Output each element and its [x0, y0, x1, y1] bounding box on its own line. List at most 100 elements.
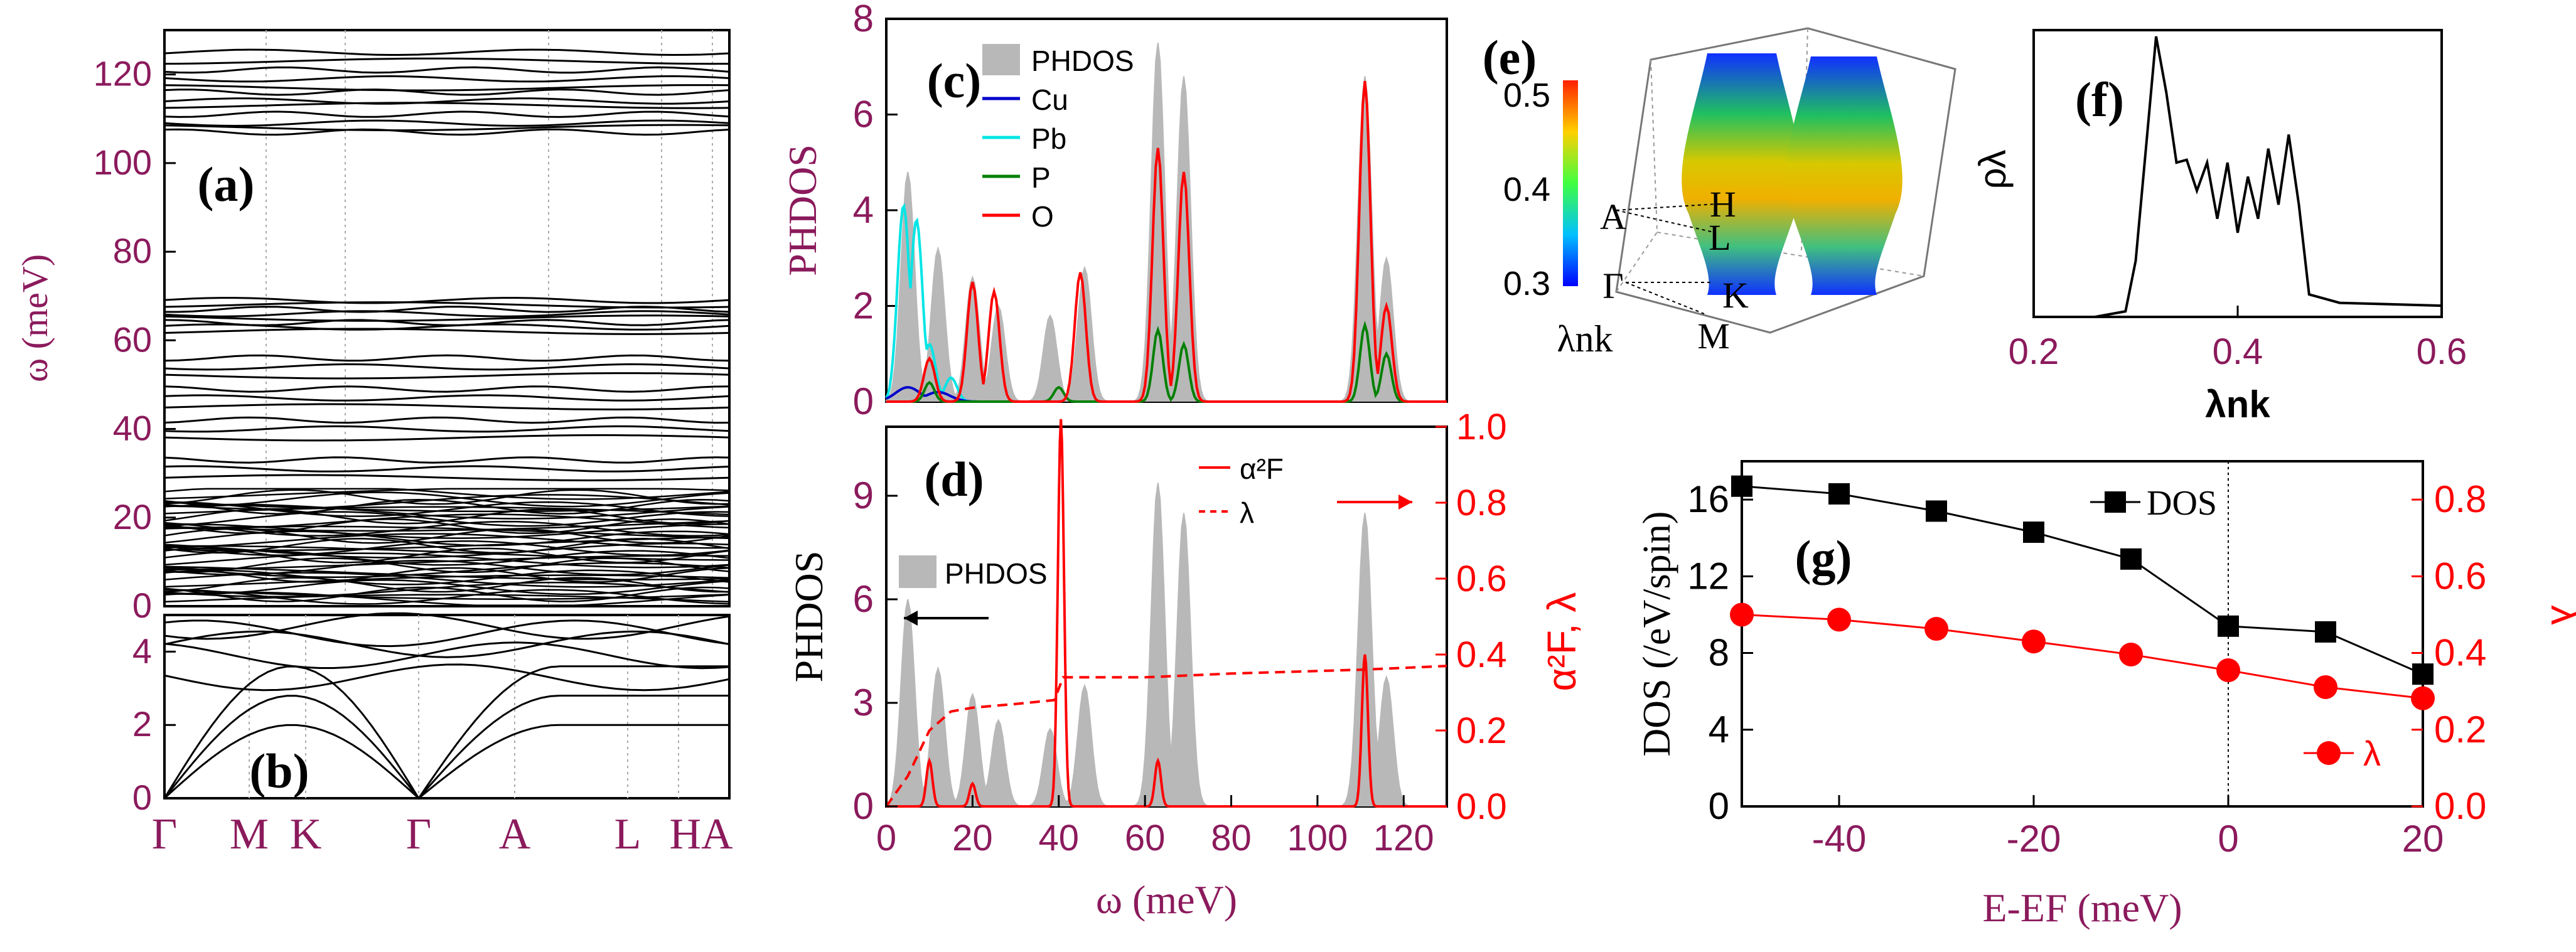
y2tick-label: 0.0 — [1456, 786, 1507, 827]
legend-lambda-label: λ — [1240, 496, 1254, 529]
y2tick-label: 0.8 — [2434, 478, 2486, 520]
band-line — [164, 128, 730, 136]
ytick-label: 40 — [113, 409, 152, 448]
ytick-label: 20 — [113, 497, 152, 537]
kpath-label: A — [499, 810, 531, 858]
band-line — [164, 314, 730, 322]
band-line-dense — [164, 513, 730, 530]
band-line — [164, 102, 730, 109]
panel-f-label: (f) — [2075, 72, 2124, 127]
ytick-label: 8 — [853, 0, 874, 40]
dos-marker — [1731, 475, 1752, 497]
panel-d-label: (d) — [924, 452, 984, 506]
arrow-right-head — [1398, 495, 1412, 510]
lambda-marker — [2314, 675, 2337, 699]
y2tick-label: 0.2 — [1456, 710, 1507, 751]
band-line — [164, 310, 730, 318]
lambda-marker — [1827, 607, 1851, 632]
panel-c-ylabel: PHDOS — [780, 144, 825, 276]
xtick-label: 80 — [1211, 818, 1252, 858]
band-line — [164, 124, 730, 132]
kpath-label: Γ — [152, 810, 177, 858]
lambda-line — [1741, 613, 2423, 700]
dos-line — [1741, 485, 2423, 675]
legend-lambda-label: λ — [2363, 734, 2381, 773]
xtick-label: 0 — [876, 818, 896, 858]
ytick-label: 16 — [1687, 478, 1729, 520]
lambda-line — [885, 665, 1447, 808]
band-line-dense — [164, 536, 730, 552]
ytick-label: 0 — [132, 586, 152, 625]
kpath-label: Γ — [406, 810, 431, 858]
band-line — [164, 372, 730, 380]
colorbar-tick-label: 0.5 — [1503, 77, 1550, 114]
ytick-label: 12 — [1687, 555, 1729, 597]
ytick-label: 6 — [853, 578, 874, 620]
ytick-label: 80 — [113, 231, 152, 270]
phdos-o-line — [886, 80, 1447, 403]
xtick-label: 40 — [1039, 818, 1080, 858]
ytick-label: 120 — [94, 54, 152, 94]
acoustic-branch — [163, 724, 729, 800]
legend-swatch — [982, 44, 1020, 75]
band-line-dense — [164, 594, 730, 603]
ytick-label: 3 — [853, 682, 874, 724]
ytick-label: 100 — [94, 142, 152, 182]
legend-label: P — [1031, 161, 1051, 194]
panel-g-ylabel: DOS (/eV/spin) — [1636, 511, 1678, 757]
optical-branch — [164, 619, 730, 648]
dos-marker — [2412, 663, 2434, 685]
panel-c-label: (c) — [927, 53, 982, 108]
band-line-dense — [164, 581, 730, 598]
panel-f-ylabel: ρλ — [1972, 150, 2014, 190]
band-line-dense — [164, 506, 730, 516]
panel-b-frame — [163, 614, 731, 800]
panel-g-xlabel: E-EF (meV) — [1982, 885, 2182, 930]
xtick-label: 0.4 — [2213, 331, 2263, 372]
kpath-label: M — [230, 810, 269, 858]
dos-marker — [1828, 483, 1850, 505]
band-line — [164, 84, 730, 92]
panel-g-y2label: λ — [2543, 605, 2576, 625]
panel-e-label: (e) — [1483, 30, 1537, 85]
fermi-sheet-1 — [1682, 53, 1802, 295]
colorbar-tick-label: 0.4 — [1503, 171, 1550, 208]
band-line-dense — [164, 491, 730, 508]
band-line-dense — [164, 555, 730, 571]
optical-branch — [164, 663, 730, 692]
legend-phdos-swatch — [899, 555, 936, 588]
ytick-label: 6 — [853, 94, 874, 136]
band-line-dense — [164, 577, 730, 593]
ytick-label: 2 — [853, 285, 874, 327]
panel-a-frame — [163, 29, 731, 607]
rho-lambda-line — [2095, 36, 2442, 318]
band-line-dense — [164, 591, 730, 606]
ytick-label: 0 — [1709, 785, 1729, 827]
band-line-dense — [164, 545, 730, 561]
band-line-dense — [164, 503, 730, 520]
ytick-label: 4 — [1709, 709, 1729, 751]
band-line-dense — [164, 565, 730, 580]
lambda-marker — [1730, 602, 1754, 627]
y2tick-label: 0.2 — [2434, 709, 2486, 751]
band-line — [164, 328, 730, 335]
arrow-left-head — [904, 611, 918, 626]
xtick-label: 0 — [2218, 818, 2238, 860]
legend-label: Cu — [1031, 83, 1068, 116]
panel-b-label: (b) — [249, 744, 309, 798]
xtick-label: -20 — [2007, 818, 2061, 860]
colorbar-tick-label: 0.3 — [1503, 265, 1550, 302]
kpoint-label: L — [1709, 217, 1731, 258]
xtick-label: 20 — [952, 818, 993, 858]
kpoint-label: M — [1697, 316, 1730, 356]
colorbar — [1563, 80, 1578, 286]
xtick-label: 0.6 — [2417, 331, 2467, 372]
xtick-label: 0.2 — [2009, 331, 2059, 372]
lambda-marker — [2022, 629, 2046, 654]
ytick-label: 9 — [853, 474, 874, 516]
panel-d-xlabel: ω (meV) — [1096, 877, 1237, 922]
dos-marker — [2120, 548, 2142, 570]
ytick-label: 0 — [132, 778, 152, 817]
dos-marker — [1926, 500, 1947, 522]
